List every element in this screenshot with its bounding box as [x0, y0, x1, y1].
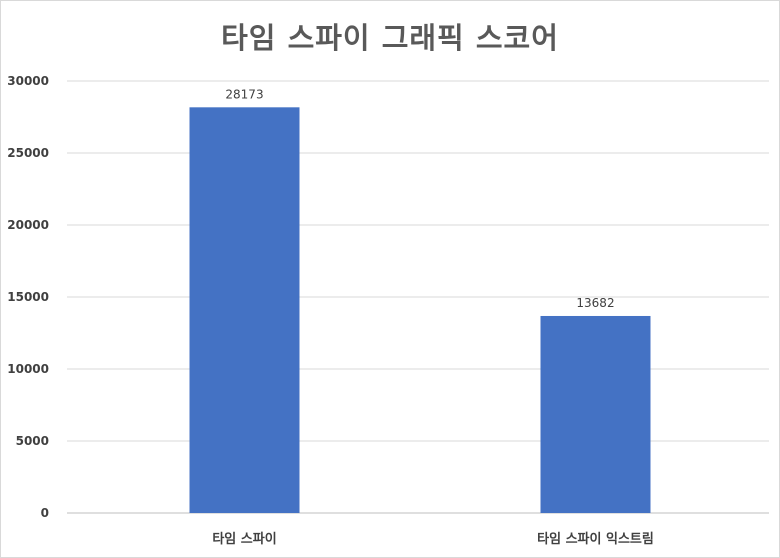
chart-title: 타임 스파이 그래픽 스코어 [221, 21, 559, 55]
y-tick-label: 30000 [7, 74, 49, 88]
bar [189, 107, 300, 513]
bar [540, 315, 651, 513]
x-axis-categories: 타임 스파이 타임 스파이 익스트림 [212, 531, 654, 547]
y-tick-label: 15000 [7, 290, 49, 304]
bar-value-label: 28173 [225, 87, 263, 101]
y-tick-label: 25000 [7, 146, 49, 160]
y-tick-label: 5000 [16, 434, 49, 448]
y-tick-label: 10000 [7, 362, 49, 376]
x-category-label: 타임 스파이 [212, 531, 276, 547]
bar-value-label: 13682 [576, 296, 614, 310]
y-tick-label: 0 [41, 506, 49, 520]
gridlines [67, 80, 769, 514]
x-category-label: 타임 스파이 익스트림 [537, 531, 654, 547]
y-axis-ticks: 0 5000 10000 15000 20000 25000 30000 [7, 74, 49, 520]
data-labels: 28173 13682 [225, 87, 614, 310]
bars [189, 107, 651, 513]
y-tick-label: 20000 [7, 218, 49, 232]
